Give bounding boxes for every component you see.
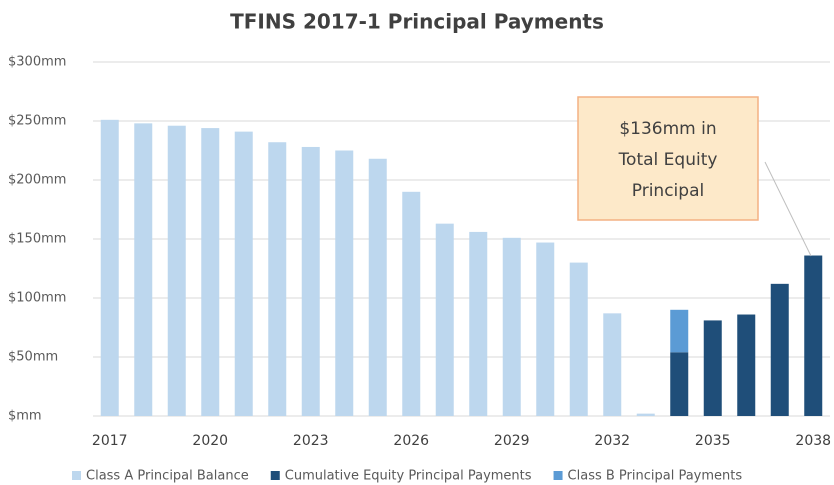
legend-label: Cumulative Equity Principal Payments (285, 469, 532, 484)
y-tick-label: $50mm (8, 350, 58, 365)
legend-swatch (72, 471, 81, 480)
bar (402, 191, 421, 416)
bar (201, 128, 220, 416)
y-tick-label: $250mm (8, 114, 66, 129)
bar (502, 237, 521, 416)
bar (670, 309, 689, 353)
bar (134, 123, 153, 417)
bar (536, 242, 555, 416)
y-tick-label: $300mm (8, 55, 66, 70)
x-tick-label: 2020 (192, 433, 228, 449)
annotation-leader (764, 161, 812, 257)
bar (435, 223, 454, 416)
bar (167, 125, 186, 416)
x-tick-label: 2038 (795, 433, 831, 449)
x-tick-label: 2023 (293, 433, 329, 449)
x-tick-label: 2029 (494, 433, 530, 449)
bar (670, 352, 689, 416)
bar (737, 314, 756, 416)
bar (469, 231, 488, 416)
x-tick-label: 2017 (92, 433, 128, 449)
x-tick-label: 2026 (393, 433, 429, 449)
annotation-text: Principal (632, 181, 704, 201)
x-tick-label: 2032 (594, 433, 630, 449)
annotation-text: $136mm in (619, 119, 716, 139)
bar (301, 146, 320, 416)
bar (268, 142, 287, 417)
bar (804, 255, 823, 416)
bar (569, 262, 588, 416)
legend-label: Class B Principal Payments (568, 469, 743, 484)
bar (636, 413, 655, 416)
legend-swatch (270, 471, 280, 480)
y-tick-label: $200mm (8, 173, 66, 188)
x-tick-label: 2035 (695, 433, 731, 449)
bar (368, 158, 387, 416)
annotation-box (577, 96, 759, 221)
bar (703, 320, 722, 416)
bar (603, 313, 622, 416)
legend-swatch (553, 471, 563, 480)
y-tick-label: $150mm (8, 232, 66, 247)
bar (770, 283, 789, 416)
chart-title: TFINS 2017-1 Principal Payments (230, 10, 604, 34)
y-tick-label: $100mm (8, 291, 66, 306)
annotation-text: Total Equity (618, 150, 718, 170)
bar (100, 119, 119, 416)
y-tick-label: $mm (8, 409, 42, 424)
bar (335, 150, 354, 416)
legend-label: Class A Principal Balance (86, 469, 249, 484)
bar (234, 131, 253, 416)
